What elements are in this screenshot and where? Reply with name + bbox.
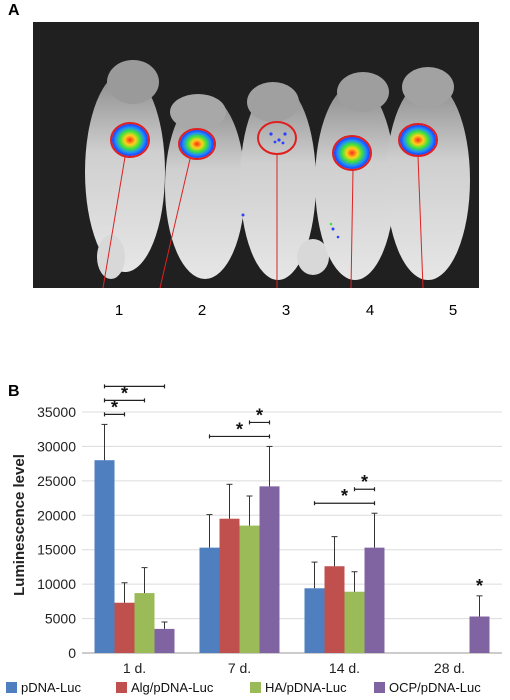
y-tick-label: 5000 [45, 611, 76, 627]
x-tick-label: 7 d. [228, 660, 251, 676]
bar-0-1 [199, 547, 220, 653]
legend-label-1: Alg/pDNA-Luc [131, 680, 214, 695]
x-tick-label: 28 d. [434, 660, 465, 676]
legend-label-0: pDNA-Luc [21, 680, 81, 695]
significance-star: * [361, 472, 368, 492]
y-tick-label: 10000 [37, 576, 76, 592]
panel-a-label: A [8, 2, 20, 19]
mouse-label-1: 1 [114, 302, 124, 319]
bar-2-1 [239, 525, 260, 653]
legend-item-3: OCP/pDNA-Luc [374, 680, 481, 695]
legend-label-2: HA/pDNA-Luc [265, 680, 347, 695]
mouse-label-2: 2 [197, 302, 207, 319]
significance-star: * [131, 380, 138, 389]
significance-star: * [341, 486, 348, 506]
leader-lines [102, 155, 424, 288]
luminescence-bar-chart: Luminescence level 0 5000 10000 15000 20000 2… [11, 380, 502, 676]
x-tick-label: 14 d. [329, 660, 360, 676]
y-tick-label: 20000 [37, 507, 76, 523]
bar-2-2 [344, 591, 365, 653]
bioluminescence-image [33, 22, 479, 288]
bar-2-0 [134, 593, 155, 653]
legend-item-1: Alg/pDNA-Luc [116, 680, 213, 695]
significance-star: * [121, 383, 128, 403]
y-tick-label: 0 [68, 645, 76, 661]
signal-3 [257, 121, 297, 155]
bar-3-2 [364, 547, 385, 653]
mouse-label-3: 3 [281, 302, 291, 319]
significance-star: * [111, 397, 118, 417]
bar-3-3 [469, 616, 490, 653]
y-tick-label: 15000 [37, 542, 76, 558]
y-tick-label: 35000 [37, 404, 76, 420]
y-tick-label: 30000 [37, 438, 76, 454]
bar-3-1 [259, 486, 280, 653]
legend-swatch-2 [250, 682, 261, 693]
significance-star: * [476, 576, 483, 596]
legend-swatch-0 [6, 682, 17, 693]
mouse-1 [85, 60, 165, 279]
bar-1-1 [219, 518, 240, 653]
mouse-4 [315, 72, 395, 280]
significance-star: * [236, 419, 243, 439]
y-tick-label: 25000 [37, 473, 76, 489]
legend-label-3: OCP/pDNA-Luc [389, 680, 481, 695]
significance-star: * [256, 405, 263, 425]
signal-5 [398, 123, 438, 157]
bar-1-0 [114, 602, 135, 653]
signal-2 [178, 128, 216, 160]
mouse-label-5: 5 [448, 302, 458, 319]
y-axis-title: Luminescence level [11, 454, 28, 596]
signal-4 [332, 135, 372, 171]
legend-item-2: HA/pDNA-Luc [250, 680, 347, 695]
bar-0-2 [304, 588, 325, 653]
panel-b-label: B [8, 383, 20, 400]
legend-swatch-1 [116, 682, 127, 693]
mouse-label-4: 4 [365, 302, 375, 319]
bar-1-2 [324, 566, 345, 653]
legend-item-0: pDNA-Luc [6, 680, 81, 695]
signal-1 [110, 122, 150, 158]
x-tick-label: 1 d. [123, 660, 146, 676]
mouse-2 [165, 94, 245, 279]
legend-swatch-3 [374, 682, 385, 693]
bar-3-0 [154, 628, 175, 653]
bar-0-0 [94, 460, 115, 653]
